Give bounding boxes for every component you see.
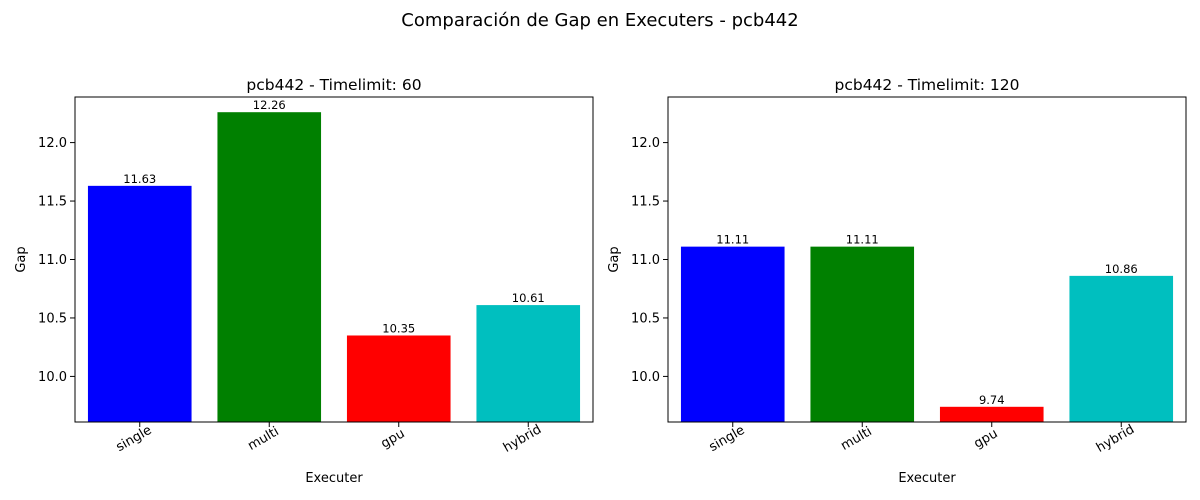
bar-hybrid [476, 305, 581, 422]
bar-single [87, 185, 192, 422]
bar-gpu [346, 335, 451, 422]
y-tick-label: 11.5 [38, 195, 67, 210]
x-axis-label: Executer [898, 471, 956, 486]
y-tick-label: 12.0 [38, 136, 67, 151]
y-axis-label: Gap [607, 246, 622, 272]
y-tick-label: 10.5 [38, 311, 67, 326]
y-axis-label: Gap [14, 246, 29, 272]
chart-title: pcb442 - Timelimit: 60 [246, 76, 421, 94]
data-label-gpu: 9.74 [979, 393, 1005, 407]
data-label-gpu: 10.35 [382, 321, 415, 335]
y-tick-label: 12.0 [631, 136, 660, 151]
bar-gpu [939, 406, 1044, 422]
data-label-single: 11.63 [123, 172, 156, 186]
data-label-multi: 11.11 [846, 233, 879, 247]
y-tick-label: 10.5 [631, 311, 660, 326]
axes-frame [667, 96, 1187, 423]
y-tick-label: 10.0 [631, 370, 660, 385]
chart-title: pcb442 - Timelimit: 120 [835, 76, 1020, 94]
bar-single [680, 246, 785, 422]
x-axis-label: Executer [305, 471, 363, 486]
data-label-single: 11.11 [716, 233, 749, 247]
figure-suptitle: Comparación de Gap en Executers - pcb442 [401, 10, 798, 31]
y-tick-label: 11.5 [631, 195, 660, 210]
y-tick-label: 10.0 [38, 370, 67, 385]
y-tick-label: 11.0 [631, 253, 660, 268]
data-label-multi: 12.26 [253, 98, 286, 112]
chart-timelimit-60: pcb442 - Timelimit: 6011.63single12.26mu… [14, 76, 594, 486]
y-tick-label: 11.0 [38, 253, 67, 268]
bar-hybrid [1069, 275, 1174, 422]
bar-multi [810, 246, 915, 422]
bar-multi [217, 112, 322, 422]
axes-frame [74, 96, 594, 423]
data-label-hybrid: 10.86 [1105, 262, 1138, 276]
data-label-hybrid: 10.61 [512, 291, 545, 305]
